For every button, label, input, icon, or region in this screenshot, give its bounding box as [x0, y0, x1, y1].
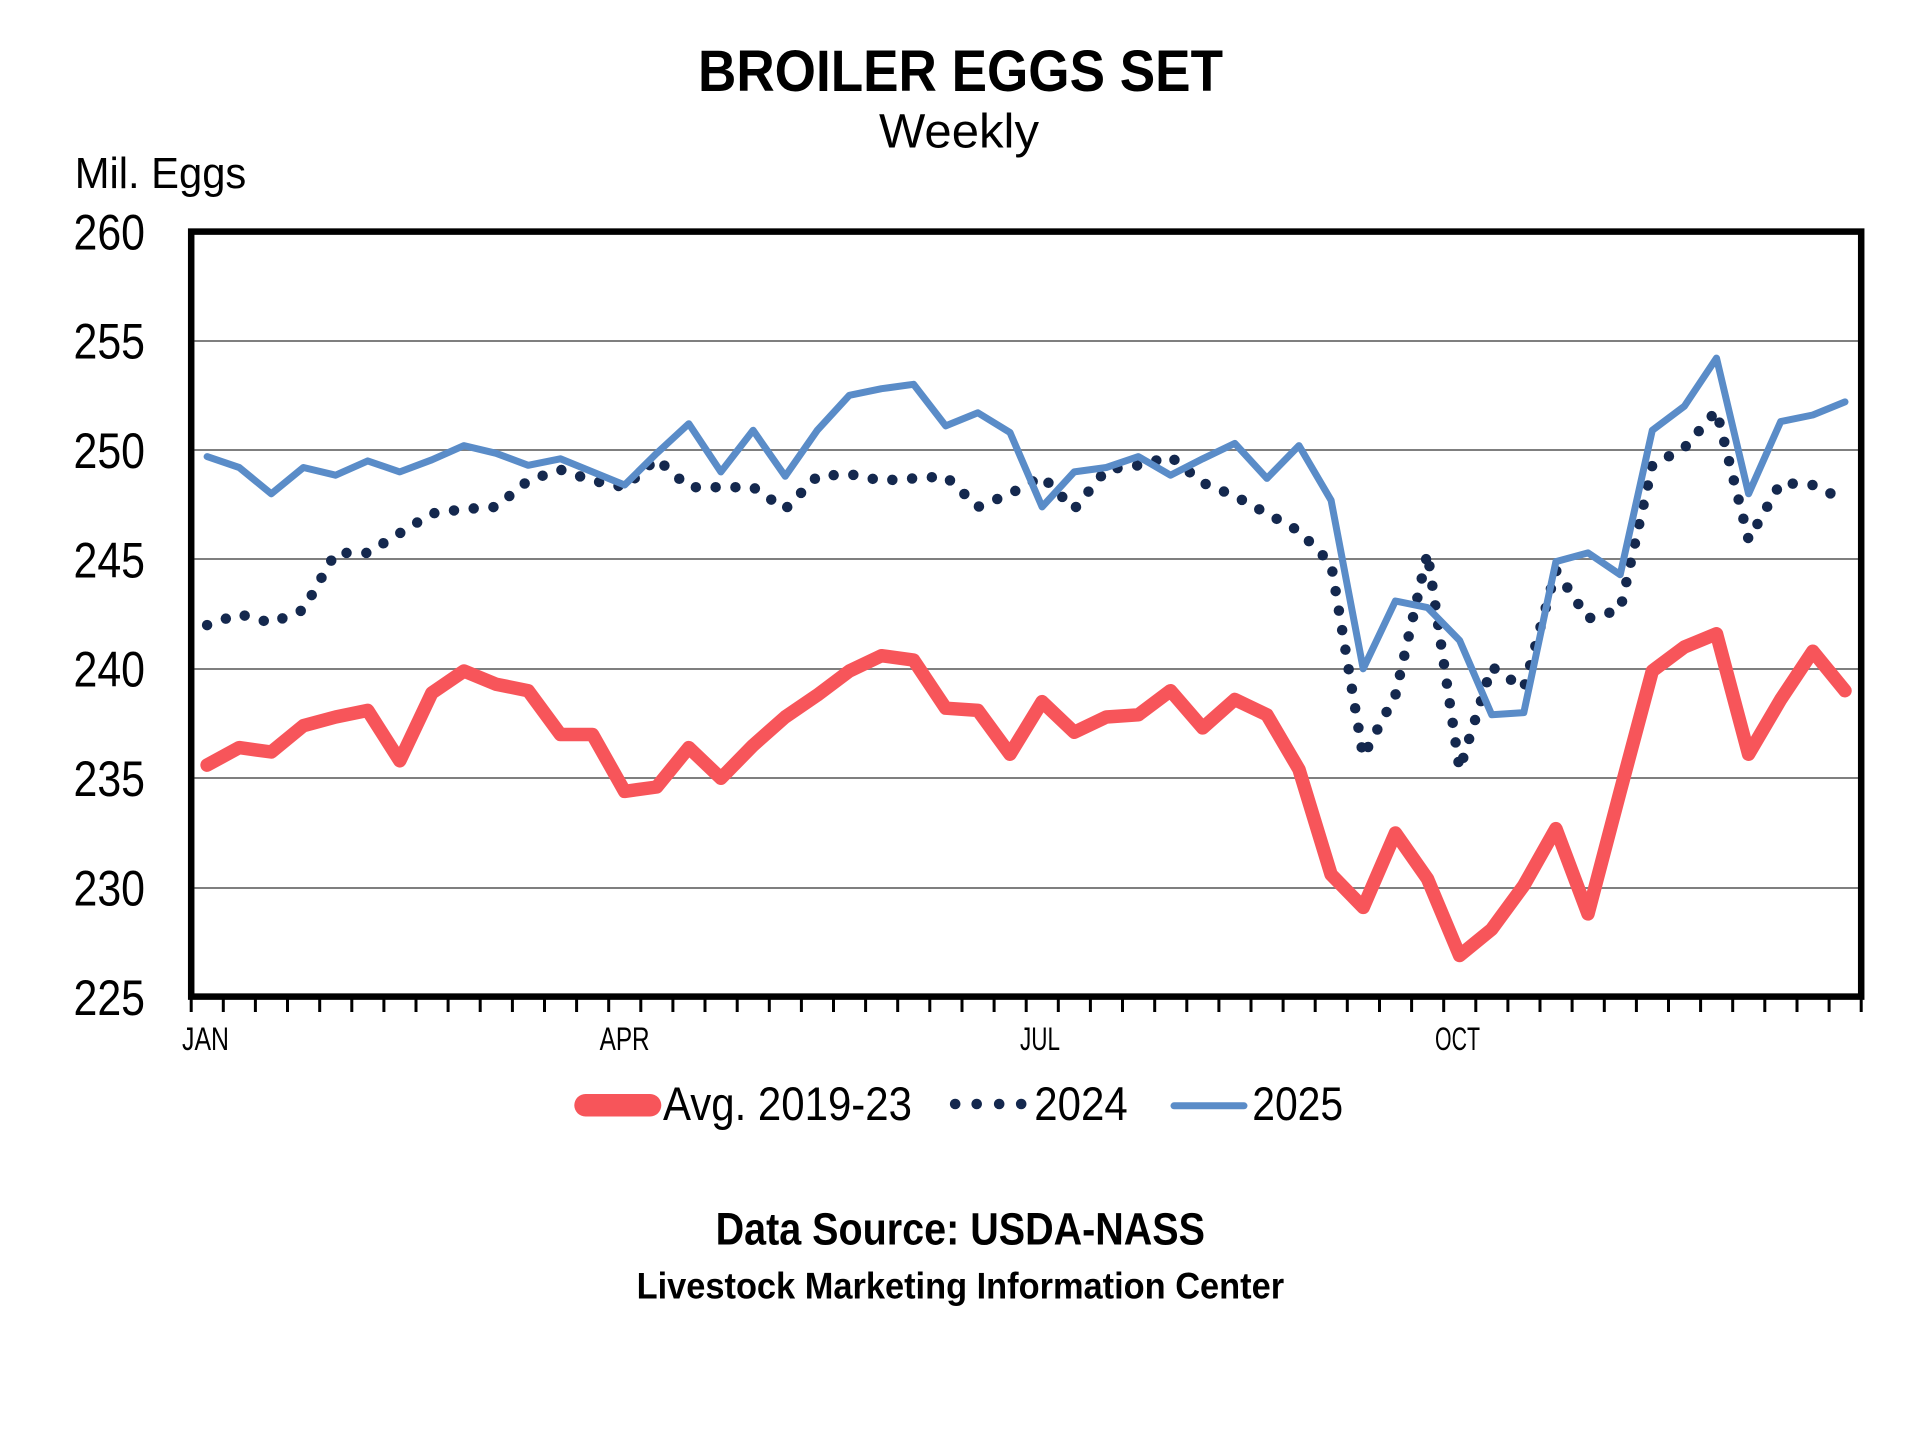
- svg-text:Weekly: Weekly: [879, 106, 1039, 159]
- svg-text:OCT: OCT: [1435, 1021, 1480, 1057]
- svg-text:BROILER EGGS SET: BROILER EGGS SET: [698, 39, 1223, 104]
- svg-text:Data Source: USDA-NASS: Data Source: USDA-NASS: [716, 1203, 1205, 1254]
- svg-text:2025: 2025: [1252, 1077, 1343, 1130]
- svg-text:Livestock Marketing Informatio: Livestock Marketing Information Center: [637, 1266, 1285, 1307]
- svg-text:255: 255: [74, 314, 146, 370]
- svg-text:JAN: JAN: [182, 1021, 229, 1057]
- svg-text:APR: APR: [600, 1021, 650, 1057]
- svg-text:Avg. 2019-23: Avg. 2019-23: [663, 1077, 912, 1130]
- svg-text:JUL: JUL: [1020, 1021, 1060, 1057]
- svg-text:245: 245: [74, 532, 146, 588]
- svg-text:250: 250: [74, 423, 146, 479]
- svg-text:235: 235: [74, 751, 146, 807]
- svg-text:230: 230: [74, 860, 146, 916]
- svg-text:240: 240: [74, 642, 146, 698]
- svg-text:260: 260: [74, 204, 146, 260]
- svg-text:2024: 2024: [1034, 1077, 1127, 1130]
- svg-text:225: 225: [74, 970, 146, 1026]
- svg-text:Mil. Eggs: Mil. Eggs: [75, 149, 247, 198]
